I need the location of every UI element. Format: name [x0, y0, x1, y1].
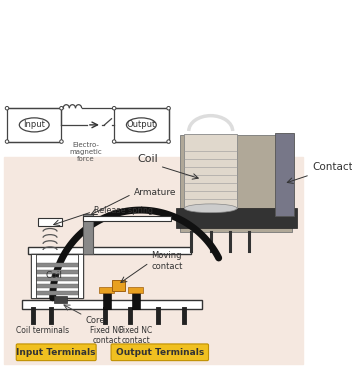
Bar [7, 108, 62, 142]
Bar [34, 263, 80, 267]
Bar [114, 108, 169, 142]
Bar [38, 218, 62, 226]
Text: Moving
contact: Moving contact [151, 251, 182, 270]
Circle shape [112, 107, 116, 110]
Text: Output Terminals: Output Terminals [116, 348, 204, 357]
Bar [34, 270, 80, 274]
Circle shape [167, 107, 170, 110]
Circle shape [167, 140, 170, 143]
Text: Input: Input [23, 120, 45, 129]
Ellipse shape [184, 204, 237, 213]
Text: Output: Output [127, 120, 156, 129]
Text: Fixed NO
contact: Fixed NO contact [90, 326, 124, 345]
FancyBboxPatch shape [111, 344, 208, 361]
FancyBboxPatch shape [16, 344, 96, 361]
Text: Coil terminals: Coil terminals [15, 326, 69, 335]
Text: Coil: Coil [46, 271, 63, 280]
Bar [103, 290, 111, 309]
Bar [4, 157, 303, 364]
Bar [83, 216, 171, 221]
Bar [180, 135, 293, 232]
Bar [112, 280, 125, 291]
Bar [34, 277, 80, 281]
Bar [22, 301, 202, 309]
Bar [99, 287, 114, 294]
Bar [275, 133, 294, 216]
Text: Fixed NC
contact: Fixed NC contact [119, 326, 153, 345]
Circle shape [5, 140, 9, 143]
Text: Core: Core [85, 316, 105, 325]
Text: Electro-
magnetic
force: Electro- magnetic force [70, 142, 102, 162]
Bar [31, 254, 36, 298]
Text: Release spring: Release spring [94, 207, 153, 216]
Text: Contact: Contact [313, 162, 352, 172]
Bar [128, 287, 143, 294]
Bar [31, 254, 83, 298]
Bar [83, 214, 93, 254]
Ellipse shape [126, 118, 156, 132]
Text: Input Terminals: Input Terminals [17, 348, 96, 357]
Circle shape [60, 140, 63, 143]
Circle shape [5, 107, 9, 110]
Circle shape [60, 107, 63, 110]
Text: Coil: Coil [137, 154, 158, 163]
Circle shape [112, 140, 116, 143]
Bar [132, 290, 140, 309]
Text: Armature: Armature [133, 188, 176, 197]
Bar [34, 291, 80, 295]
Bar [184, 134, 237, 208]
Bar [55, 296, 67, 303]
Ellipse shape [19, 118, 49, 132]
Bar [176, 208, 297, 228]
Bar [34, 284, 80, 288]
Bar [78, 254, 83, 298]
Bar [28, 247, 190, 254]
